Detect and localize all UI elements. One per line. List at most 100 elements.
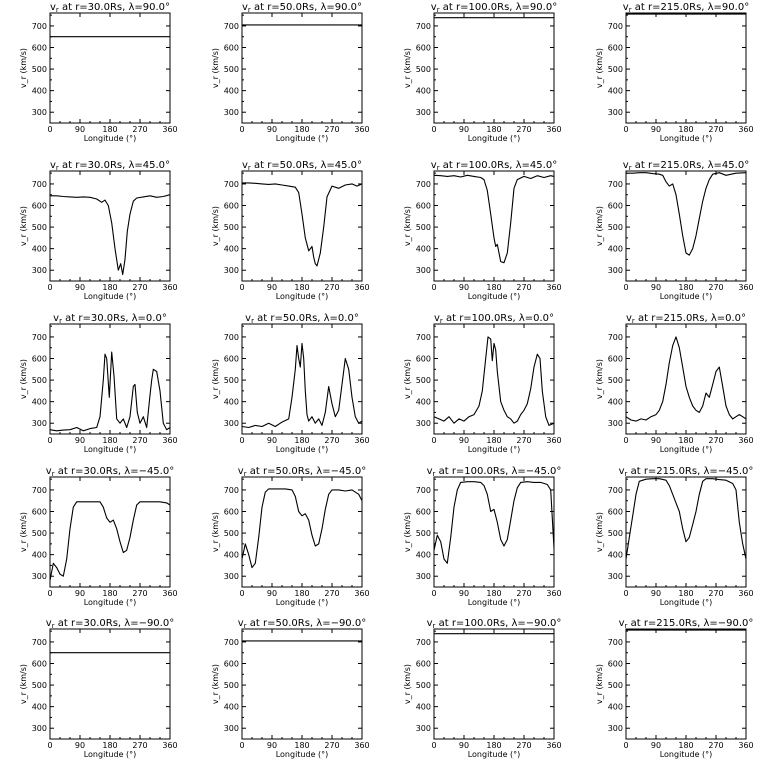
y-tick-label: 400 [224, 551, 239, 560]
x-tick-label: 90 [75, 436, 85, 445]
x-tick-label: 360 [162, 436, 177, 445]
y-tick-label: 600 [608, 44, 623, 53]
y-tick-label: 700 [416, 180, 431, 189]
subplot-10: vr at r=50.0Rs, λ=0.0° 0 90 180 270 360 300 400… [211, 313, 370, 454]
x-tick-label: 180 [102, 589, 117, 598]
x-tick-label: 90 [459, 741, 469, 750]
y-tick-label: 400 [32, 245, 47, 254]
y-axis-label: v_r (km/s) [19, 512, 28, 552]
subplot-title: vr at r=50.0Rs, λ=−45.0° [238, 466, 366, 478]
y-tick-label: 300 [32, 266, 47, 275]
x-tick-label: 0 [623, 436, 628, 445]
x-axis-label: Longitude (°) [276, 750, 329, 759]
subplot-title: vr at r=215.0Rs, λ=−45.0° [619, 466, 754, 478]
x-tick-label: 360 [738, 741, 753, 750]
x-tick-label: 180 [486, 125, 501, 134]
x-axis-label: Longitude (°) [84, 750, 137, 759]
y-tick-label: 300 [224, 108, 239, 117]
x-tick-label: 360 [354, 589, 369, 598]
x-tick-label: 0 [47, 283, 52, 292]
subplot-19: vr at r=100.0Rs, λ=−90.0° 0 90 180 270 360 300… [403, 618, 562, 759]
x-tick-label: 180 [486, 589, 501, 598]
x-tick-label: 0 [431, 589, 436, 598]
x-axis-label: Longitude (°) [468, 445, 521, 454]
plot-frame [241, 323, 363, 435]
y-tick-label: 500 [32, 529, 47, 538]
y-tick-label: 500 [416, 681, 431, 690]
y-tick-label: 700 [416, 638, 431, 647]
y-tick-label: 400 [32, 703, 47, 712]
y-tick-label: 400 [416, 87, 431, 96]
x-tick-label: 270 [516, 125, 531, 134]
y-tick-label: 300 [416, 724, 431, 733]
x-tick-label: 0 [431, 125, 436, 134]
series-line [433, 174, 555, 264]
y-tick-label: 400 [224, 703, 239, 712]
y-tick-label: 400 [608, 245, 623, 254]
x-tick-label: 90 [75, 283, 85, 292]
y-tick-label: 700 [32, 180, 47, 189]
x-tick-label: 90 [651, 436, 661, 445]
y-tick-label: 700 [32, 333, 47, 342]
x-tick-label: 360 [546, 436, 561, 445]
subplot-4: vr at r=215.0Rs, λ=90.0° 0 90 180 270 360 300 4… [595, 2, 754, 143]
y-tick-label: 700 [32, 22, 47, 31]
x-tick-label: 270 [708, 436, 723, 445]
x-tick-label: 90 [267, 589, 277, 598]
x-tick-label: 180 [678, 125, 693, 134]
x-tick-label: 360 [738, 283, 753, 292]
plot-frame [625, 12, 747, 124]
x-tick-label: 180 [102, 283, 117, 292]
x-tick-label: 180 [294, 589, 309, 598]
subplot-17: vr at r=30.0Rs, λ=−90.0° 0 90 180 270 360 300 4… [19, 618, 178, 759]
x-tick-label: 0 [239, 436, 244, 445]
y-axis-label: v_r (km/s) [403, 206, 412, 246]
x-tick-label: 90 [651, 589, 661, 598]
x-tick-label: 360 [162, 283, 177, 292]
plot-frame [625, 323, 747, 435]
y-tick-label: 600 [32, 202, 47, 211]
y-tick-label: 700 [224, 22, 239, 31]
subplot-title: vr at r=50.0Rs, λ=−90.0° [238, 618, 366, 630]
x-tick-label: 0 [47, 741, 52, 750]
y-tick-label: 700 [32, 486, 47, 495]
plot-frame [433, 170, 555, 282]
subplot-14: vr at r=50.0Rs, λ=−45.0° 0 90 180 270 360 300 4… [211, 466, 370, 607]
y-tick-label: 600 [608, 202, 623, 211]
x-tick-label: 180 [294, 741, 309, 750]
y-tick-label: 700 [416, 333, 431, 342]
x-tick-label: 360 [738, 125, 753, 134]
y-axis-label: v_r (km/s) [595, 359, 604, 399]
subplot-title: vr at r=30.0Rs, λ=0.0° [53, 313, 167, 325]
y-tick-label: 300 [608, 724, 623, 733]
series-line [49, 351, 171, 432]
y-tick-label: 500 [224, 376, 239, 385]
y-tick-label: 400 [608, 703, 623, 712]
y-tick-label: 500 [224, 681, 239, 690]
y-tick-label: 600 [416, 355, 431, 364]
x-tick-label: 180 [294, 283, 309, 292]
x-tick-label: 270 [516, 283, 531, 292]
y-tick-label: 500 [32, 65, 47, 74]
subplot-title: vr at r=50.0Rs, λ=0.0° [245, 313, 359, 325]
y-tick-label: 500 [608, 376, 623, 385]
x-tick-label: 270 [516, 589, 531, 598]
series-line [433, 336, 555, 426]
y-tick-label: 600 [608, 355, 623, 364]
subplot-title: vr at r=100.0Rs, λ=−90.0° [427, 618, 562, 630]
series-line [242, 182, 363, 267]
y-tick-label: 700 [224, 333, 239, 342]
y-axis-label: v_r (km/s) [19, 48, 28, 88]
subplot-title: vr at r=215.0Rs, λ=90.0° [623, 2, 749, 14]
y-tick-label: 600 [416, 508, 431, 517]
y-tick-label: 700 [608, 333, 623, 342]
y-tick-label: 600 [32, 660, 47, 669]
plot-frame [433, 476, 555, 588]
y-tick-label: 700 [224, 180, 239, 189]
x-axis-label: Longitude (°) [468, 292, 521, 301]
y-tick-label: 600 [224, 660, 239, 669]
series-line [625, 478, 747, 560]
x-tick-label: 90 [267, 741, 277, 750]
y-tick-label: 600 [416, 202, 431, 211]
